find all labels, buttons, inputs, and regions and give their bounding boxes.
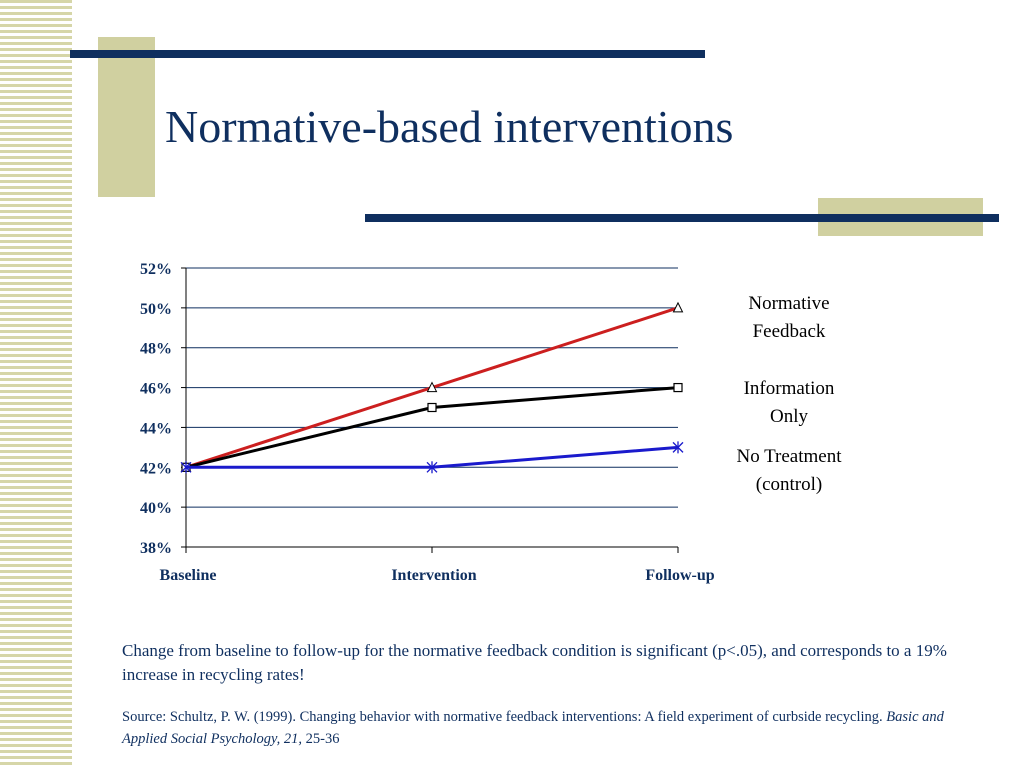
- legend-entry-line: No Treatment: [736, 446, 842, 467]
- decorative-bar-top: [70, 50, 705, 58]
- data-point-star: [672, 441, 684, 454]
- decorative-bar-right: [365, 214, 999, 222]
- x-tick-label: Intervention: [391, 567, 476, 584]
- caption-text: Change from baseline to follow-up for th…: [122, 641, 947, 684]
- source-citation: Source: Schultz, P. W. (1999). Changing …: [122, 706, 982, 750]
- decorative-block-top: [98, 37, 155, 197]
- legend-entry-line: Normative: [748, 293, 830, 314]
- x-tick-label: Baseline: [160, 567, 217, 584]
- legend-entry: Information Only: [718, 375, 860, 431]
- data-point-square: [427, 402, 437, 413]
- decorative-stripes: [0, 0, 72, 768]
- slide-title: Normative-based interventions: [165, 101, 734, 152]
- y-tick-label: 42%: [140, 460, 172, 477]
- legend-entry-line: Only: [770, 406, 808, 427]
- data-point-triangle: [426, 381, 438, 393]
- source-journal: Basic and Applied Social Psychology, 21,: [122, 709, 944, 747]
- y-tick-label: 40%: [140, 500, 172, 517]
- y-tick-label: 48%: [140, 341, 172, 358]
- x-tick-label: Follow-up: [645, 567, 714, 584]
- line-chart: 38% 40% 42% 44% 46% 48% 50% 52% Baseline Interven…: [140, 261, 715, 584]
- y-tick-label: 52%: [140, 261, 172, 278]
- legend-entry: Normative Feedback: [718, 290, 860, 346]
- legend-entry-line: (control): [755, 474, 823, 495]
- data-point-square: [673, 382, 683, 393]
- y-tick-label: 38%: [140, 540, 172, 557]
- legend-entry-line: Feedback: [752, 321, 826, 342]
- data-point-star: [426, 461, 438, 474]
- legend-entry-line: Information: [743, 378, 835, 399]
- source-prefix: Source: Schultz, P. W. (1999). Changing …: [122, 709, 887, 725]
- y-tick-label: 50%: [140, 301, 172, 318]
- y-tick-label: 46%: [140, 381, 172, 398]
- legend-entry: No Treatment (control): [718, 443, 860, 499]
- source-pages: 25-36: [302, 731, 340, 747]
- y-tick-label: 44%: [140, 420, 172, 437]
- data-point-star: [180, 461, 192, 474]
- data-point-triangle: [672, 301, 684, 313]
